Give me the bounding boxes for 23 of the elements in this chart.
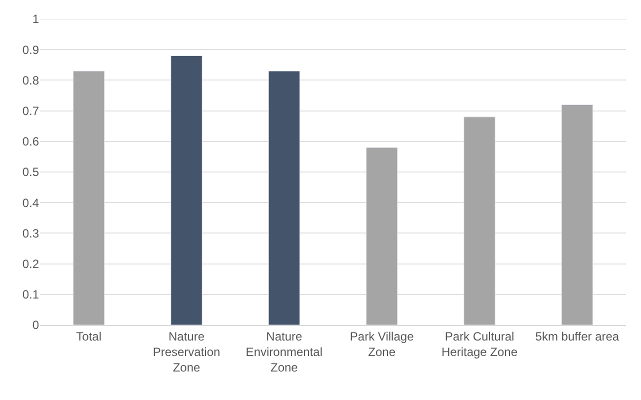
bar (464, 116, 496, 325)
x-tick-label: Nature Preservation Zone (152, 329, 220, 375)
y-tick-label: 0.1 (22, 288, 40, 302)
bar (561, 104, 594, 325)
bar (170, 55, 202, 325)
y-tick-label: 0.6 (22, 134, 40, 149)
y-tick-label: 0.4 (22, 196, 40, 210)
y-tick-label: 0.2 (22, 257, 40, 271)
bar (72, 70, 105, 325)
y-tick-label: 1 (32, 12, 40, 26)
bar (268, 70, 300, 325)
x-tick-label: Park Village Zone (350, 329, 414, 359)
x-tick-label: Nature Environmental Zone (246, 329, 323, 375)
y-tick-label: 0.8 (22, 73, 40, 88)
y-tick-label: 0.9 (22, 42, 40, 57)
y-tick-label: 0.3 (22, 226, 40, 240)
bar (366, 147, 398, 325)
y-tick-label: 0.5 (22, 165, 40, 180)
y-tick-label: 0.7 (22, 104, 40, 118)
x-tick-label: 5km buffer area (535, 329, 620, 344)
x-tick-label: Total (76, 329, 102, 344)
x-tick-label: Park Cultural Heritage Zone (441, 329, 518, 359)
y-tick-label: 0 (32, 318, 40, 332)
